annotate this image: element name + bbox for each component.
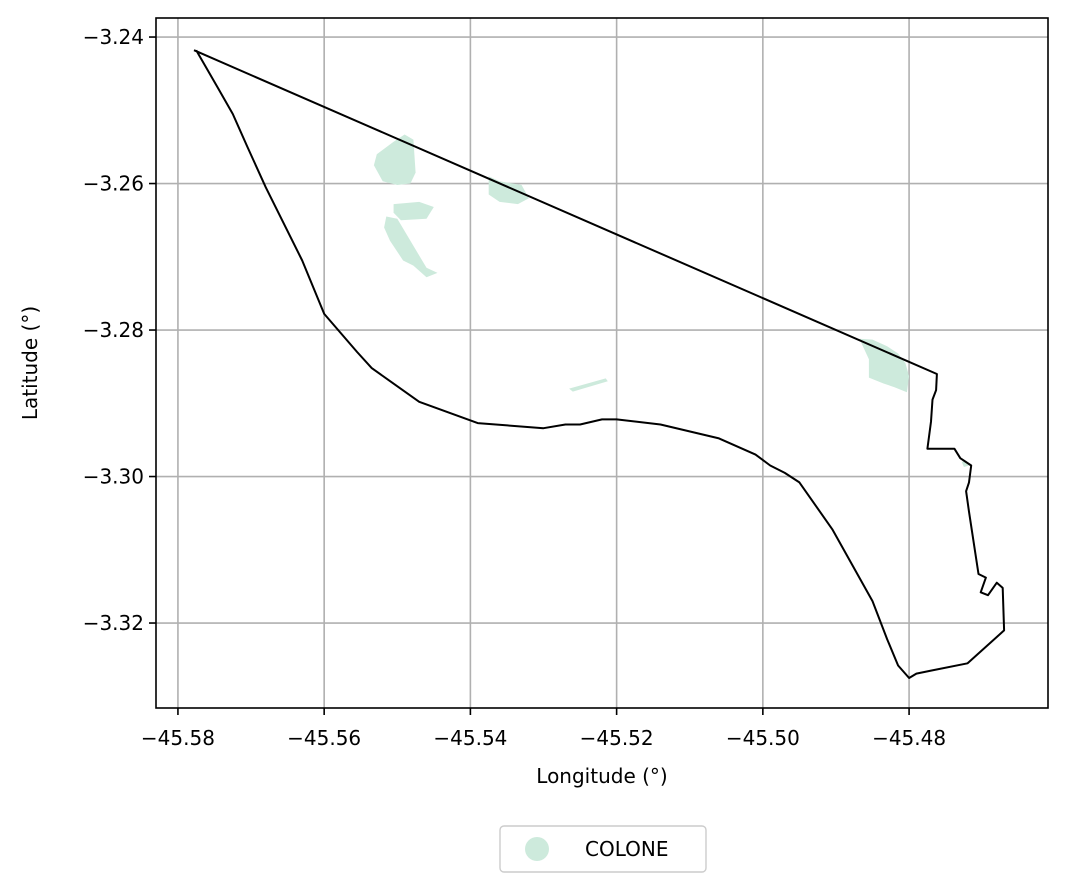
boundary-line [193,49,1006,679]
x-tick-label-0: −45.58 [141,726,215,750]
x-axis-label: Longitude (°) [536,764,667,788]
legend-label-colone: COLONE [585,837,668,861]
landcover-patches [373,134,969,467]
gridlines [156,18,1048,708]
legend-marker-colone [525,837,549,861]
y-axis-label: Latitude (°) [18,306,42,420]
patch-northwest-1 [373,134,416,185]
x-tick-label-3: −45.52 [580,726,654,750]
patch-northwest-3 [384,216,438,278]
y-tick-label-1: −3.26 [83,172,144,196]
patch-east [859,338,910,393]
axis-ticks: −45.58 −45.56 −45.54 −45.52 −45.50 −45.48 −3.2… [83,25,946,750]
patch-east-small [961,460,969,467]
legend: COLONE [499,825,707,873]
y-tick-label-2: −3.28 [83,318,144,342]
legend-box [499,825,707,873]
patch-central-sliver [569,378,608,392]
x-tick-label-5: −45.48 [872,726,946,750]
y-tick-label-4: −3.32 [83,611,144,635]
y-tick-label-0: −3.24 [83,25,144,49]
boundary-layer [193,49,1006,679]
plot-frame [155,17,1049,709]
x-tick-label-4: −45.50 [726,726,800,750]
patch-northwest-2 [393,201,434,221]
x-tick-label-2: −45.54 [433,726,507,750]
y-tick-label-3: −3.30 [83,465,144,489]
x-tick-label-1: −45.56 [287,726,361,750]
